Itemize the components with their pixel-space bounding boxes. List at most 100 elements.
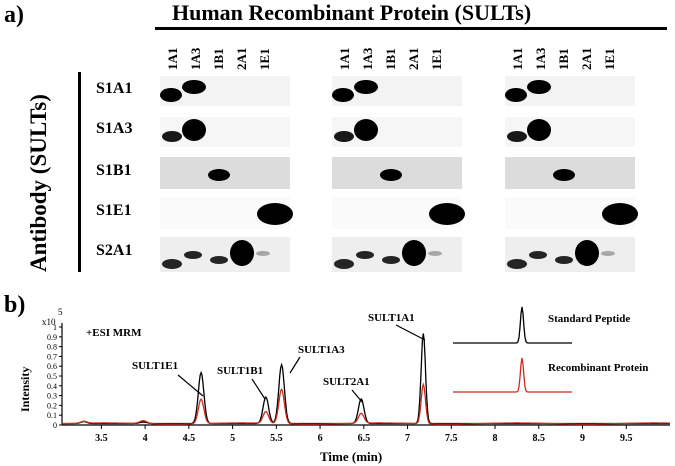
y-tick-label-1: 1 <box>53 323 57 332</box>
x-tick-label-5: 5 <box>230 433 235 444</box>
blot-s1a3-g1 <box>160 117 290 147</box>
antibody-axis-bracket <box>78 72 81 272</box>
band-1a1 <box>160 88 182 102</box>
row-label-s1a1: S1A1 <box>96 80 133 97</box>
figure-title: Human Recombinant Protein (SULTs) <box>172 0 532 25</box>
blot-s1e1-g3 <box>505 197 638 229</box>
column-label-1b1-g1: 1B1 <box>211 48 226 70</box>
band-1e1 <box>601 251 615 256</box>
band-1b1 <box>208 169 230 181</box>
x-tick-label-3.5: 3.5 <box>95 433 108 444</box>
band-1a3 <box>184 251 202 259</box>
series-recombinant-protein <box>62 382 670 425</box>
blot-s1a1-g1 <box>160 76 290 106</box>
band-1e1 <box>428 251 442 256</box>
title-underline <box>155 27 667 30</box>
arrow-sult1a1 <box>395 324 426 341</box>
band-1a1 <box>334 131 354 142</box>
band-1a3 <box>529 251 547 259</box>
y-tick-label-0.6: 0.6 <box>47 362 57 371</box>
band-1a1 <box>162 131 182 142</box>
legend-trace-standard-peptide <box>453 306 572 344</box>
column-label-2a1-g3: 2A1 <box>579 47 594 70</box>
panel-b-label: b) <box>4 292 26 318</box>
x-tick-label-8: 8 <box>493 433 498 444</box>
column-label-1b1-g3: 1B1 <box>556 48 571 70</box>
column-label-1e1-g2: 1E1 <box>429 48 444 70</box>
y-multiplier-exp: 5 <box>58 307 63 317</box>
legend-trace-recombinant-protein <box>453 357 572 393</box>
column-label-1a1-g3: 1A1 <box>510 47 525 70</box>
legend-standard: Standard Peptide <box>548 313 630 325</box>
annotation-sult1b1: SULT1B1 <box>217 365 263 377</box>
annotation-sult1e1: SULT1E1 <box>132 360 178 372</box>
arrow-sult1e1 <box>177 374 204 397</box>
chromatogram-chart: 5 x10 +ESI MRM Intensity Time (min) 3.5 4… <box>18 306 670 464</box>
band-1e1 <box>256 251 270 256</box>
blot-s1b1-g3 <box>505 157 635 189</box>
band-1b1 <box>382 256 400 264</box>
band-1b1 <box>380 169 402 181</box>
band-1a3 <box>354 119 378 141</box>
x-tick-label-4.5: 4.5 <box>183 433 196 444</box>
blot-s2a1-g1 <box>160 237 290 272</box>
column-label-1a3-g3: 1A3 <box>533 47 548 70</box>
blot-s2a1-g3 <box>505 237 635 272</box>
column-label-1a3-g2: 1A3 <box>360 47 375 70</box>
x-tick-label-9.5: 9.5 <box>620 433 633 444</box>
x-tick-label-7: 7 <box>405 433 410 444</box>
x-tick-label-6.5: 6.5 <box>358 433 371 444</box>
band-1a1 <box>507 259 527 269</box>
x-tick-label-9: 9 <box>580 433 585 444</box>
annotation-sult1a3: SULT1A3 <box>298 344 345 356</box>
column-label-1e1-g3: 1E1 <box>602 48 617 70</box>
band-1b1 <box>553 169 575 181</box>
band-1b1 <box>210 256 228 264</box>
y-tick-label-0: 0 <box>53 421 57 430</box>
blot-s1e1-g2 <box>332 197 465 229</box>
column-label-1b1-g2: 1B1 <box>383 48 398 70</box>
band-1a1 <box>332 88 354 102</box>
annotation-sult2a1: SULT2A1 <box>323 376 370 388</box>
row-label-s1e1: S1E1 <box>96 202 132 219</box>
column-label-1a1-g2: 1A1 <box>337 47 352 70</box>
row-label-s1a3: S1A3 <box>96 120 133 137</box>
x-tick-label-6: 6 <box>318 433 323 444</box>
column-label-1a1-g1: 1A1 <box>165 47 180 70</box>
band-1a3 <box>354 80 378 94</box>
y-tick-label-0.1: 0.1 <box>47 411 57 420</box>
band-2a1 <box>402 240 426 266</box>
mode-label: +ESI MRM <box>86 327 142 339</box>
arrow-sult1b1 <box>251 378 266 400</box>
y-tick-label-0.4: 0.4 <box>47 382 57 391</box>
blot-s1a1-g3 <box>505 76 635 106</box>
band-1a3 <box>527 80 551 94</box>
arrow-sult1a3 <box>289 356 301 374</box>
legend-recombinant: Recombinant Protein <box>548 362 648 374</box>
x-tick-label-4: 4 <box>143 433 148 444</box>
y-tick-label-0.9: 0.9 <box>47 333 57 342</box>
blot-s1b1-g2 <box>332 157 462 189</box>
band-1a3 <box>182 80 206 94</box>
arrow-sult2a1 <box>351 389 363 403</box>
band-2a1 <box>230 240 254 266</box>
column-label-1a3-g1: 1A3 <box>188 47 203 70</box>
blot-s1a3-g3 <box>505 117 635 147</box>
band-2a1 <box>575 240 599 266</box>
blot-s1e1-g1 <box>160 197 293 229</box>
y-axis-label: Intensity <box>18 367 32 412</box>
y-tick-label-0.5: 0.5 <box>47 372 57 381</box>
y-tick-label-0.8: 0.8 <box>47 343 57 352</box>
x-tick-label-8.5: 8.5 <box>533 433 546 444</box>
antibody-axis-label: Antibody (SULTs) <box>26 94 51 272</box>
y-multiplier-base: x10 <box>42 317 56 327</box>
annotation-sult1a1: SULT1A1 <box>368 312 415 324</box>
row-label-s1b1: S1B1 <box>96 162 132 179</box>
y-tick-label-0.3: 0.3 <box>47 392 57 401</box>
band-1a1 <box>507 131 527 142</box>
row-label-s2a1: S2A1 <box>96 242 133 259</box>
y-tick-label-0.2: 0.2 <box>47 401 57 410</box>
column-label-2a1-g1: 2A1 <box>234 47 249 70</box>
band-1a1 <box>334 259 354 269</box>
band-1a3 <box>356 251 374 259</box>
